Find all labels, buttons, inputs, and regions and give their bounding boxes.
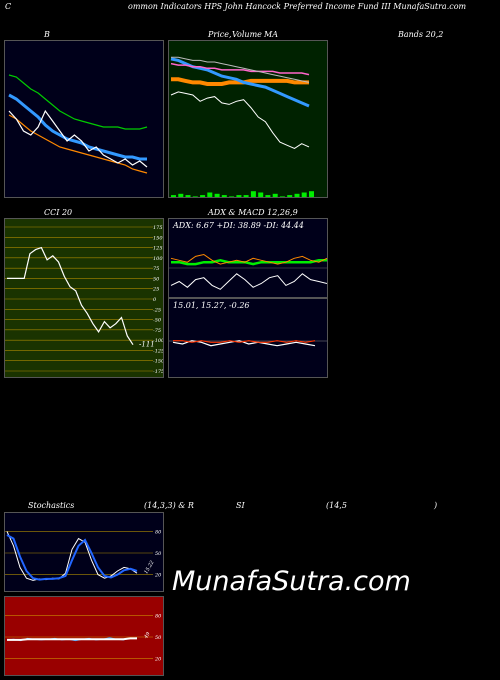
volume-bar <box>250 191 256 197</box>
volume-bar <box>178 193 184 197</box>
bands-label: Bands 20,2 <box>398 30 444 39</box>
adx-chart <box>169 253 327 290</box>
cci-tick-label: -50 <box>153 318 162 324</box>
adx-macd-label: ADX & MACD 12,26,9 <box>208 208 298 217</box>
cci-tick-label: 175 <box>153 225 163 231</box>
ma-series-4 <box>171 56 310 83</box>
macd-series-1 <box>173 340 316 343</box>
cci-tick-label: 75 <box>153 266 159 272</box>
price-ma-label-b: Volume <box>232 30 262 39</box>
volume-bar <box>236 195 242 197</box>
volume-bar <box>265 195 271 197</box>
volume-bar <box>287 195 293 197</box>
adx-series-2 <box>170 273 327 290</box>
price-ma-panel <box>168 40 328 198</box>
volume-bar <box>309 191 314 197</box>
volume-bar <box>200 195 206 197</box>
cci-tick-label: -150 <box>153 359 164 365</box>
cci-chart: 175 150 125 100 75 50 25 0 -25 -50 -75 -100 -125 -150… <box>5 225 164 375</box>
adx-values: ADX: 6.67 +DI: 38.89 -DI: 44.44 <box>173 221 304 230</box>
svg-rsi-tick-label: 20 <box>154 657 162 663</box>
stoch-label-a: Stochastics <box>28 501 75 510</box>
macd-panel: 15.01, 15.27, -0.26 <box>168 298 328 378</box>
adx-panel: ADX: 6.67 +DI: 38.89 -DI: 44.44 <box>168 218 328 298</box>
svg-stoch-tick-label: 50 <box>155 551 162 557</box>
cci-tick-label: 50 <box>153 276 160 282</box>
cci-tick-label: 0 <box>153 297 157 303</box>
adx-series-1 <box>170 253 327 265</box>
cci-value-label: -111 <box>139 341 155 349</box>
cci-panel: 175 150 125 100 75 50 25 0 -25 -50 -75 -100 -125 -150… <box>4 218 164 378</box>
volume-bar <box>294 193 300 197</box>
volume-bar <box>301 192 307 197</box>
cci-label: CCI 20 <box>44 208 73 217</box>
volume-bar <box>279 196 285 197</box>
rsi-chart: 80 50 20 49 <box>5 613 162 663</box>
volume-bar <box>272 193 278 197</box>
rsi-panel: 80 50 20 49 <box>4 596 164 676</box>
volume-bar <box>229 196 235 197</box>
rsi-value-label: 49 <box>143 631 152 641</box>
cci-tick-label: -125 <box>153 348 164 354</box>
volume-bar <box>243 195 249 197</box>
svg-rsi-series-1 <box>7 637 137 641</box>
stochastics-panel: 80 50 20 15.22 <box>4 512 164 592</box>
stoch-label-e: ) <box>434 501 438 510</box>
volume-bar <box>258 192 264 197</box>
volume-bar <box>214 193 220 197</box>
price-ma-label-a: Price, <box>208 30 232 39</box>
cci-tick-label: 125 <box>153 246 163 252</box>
bb-label: B <box>44 30 50 39</box>
stoch-label-d: (14,5 <box>326 501 347 510</box>
macd-values: 15.01, 15.27, -0.26 <box>173 301 250 310</box>
bollinger-chart <box>8 74 148 174</box>
volume-bar <box>207 192 213 197</box>
svg-stoch-series-0 <box>6 531 138 581</box>
bollinger-panel <box>4 40 164 198</box>
cci-tick-label: -100 <box>153 338 164 344</box>
bb-series-0 <box>8 74 148 130</box>
bb-series-2 <box>8 114 148 174</box>
volume-bar <box>171 195 176 197</box>
stoch-label-c: SI <box>236 501 245 510</box>
cci-tick-label: -175 <box>153 369 164 375</box>
svg-stoch-tick-label: 20 <box>154 573 162 579</box>
price-ma-chart <box>170 56 314 197</box>
volume-bar <box>192 196 198 197</box>
ma-series-0 <box>170 91 310 149</box>
cci-tick-label: 100 <box>153 256 163 262</box>
price-ma-label-c: MA <box>264 30 278 39</box>
ma-series-3 <box>170 62 310 76</box>
header-c: C <box>5 2 12 11</box>
volume-bar <box>221 195 227 197</box>
bb-series-3 <box>8 109 148 168</box>
adx-series-0 <box>171 259 327 266</box>
stoch-value-label: 15.22 <box>143 560 155 575</box>
svg-stoch-tick-label: 80 <box>155 529 162 535</box>
svg-stoch-series-1 <box>6 534 138 581</box>
stoch-label-b: (14,3,3) & R <box>144 501 194 510</box>
cci-tick-label: -75 <box>153 328 161 334</box>
cci-tick-label: -25 <box>153 307 161 313</box>
page-title: ommon Indicators HPS John Hancock Prefer… <box>128 2 467 11</box>
bb-series-1 <box>8 93 147 161</box>
cci-tick-label: 150 <box>153 235 163 241</box>
svg-rsi-tick-label: 50 <box>155 635 162 641</box>
cci-line <box>7 246 134 346</box>
svg-rsi-tick-label: 80 <box>155 613 162 619</box>
watermark: MunafaSutra.com <box>172 566 411 597</box>
macd-chart <box>169 340 327 347</box>
cci-tick-label: 25 <box>152 287 159 293</box>
volume-bar <box>185 195 191 197</box>
